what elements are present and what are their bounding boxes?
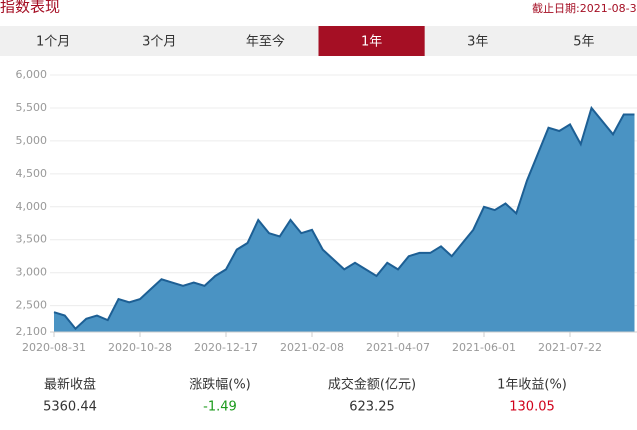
tab[interactable]: 3年 <box>467 35 488 50</box>
tab[interactable]: 年至今 <box>246 34 285 50</box>
tab[interactable]: 1年 <box>361 35 382 50</box>
section-title: 指数表现 <box>0 0 60 16</box>
x-tick-label: 2021-04-07 <box>366 341 430 354</box>
x-tick-label: 2021-07-22 <box>538 341 602 354</box>
tab[interactable]: 5年 <box>573 35 594 50</box>
area <box>54 107 635 332</box>
y-tick-label: 4,500 <box>16 167 48 180</box>
x-tick-label: 2020-12-17 <box>194 341 258 354</box>
x-tick-label: 2020-08-31 <box>22 341 86 354</box>
y-tick-label: 5,000 <box>16 134 48 147</box>
tab-active-bg <box>318 26 425 56</box>
stat-value: -1.49 <box>203 400 237 415</box>
tab[interactable]: 3个月 <box>142 35 176 50</box>
stat-label: 涨跌幅(%) <box>189 377 251 393</box>
y-tick-label: 3,500 <box>16 233 48 246</box>
y-tick-label: 4,000 <box>16 200 48 213</box>
x-tick-label: 2021-06-01 <box>452 341 516 354</box>
y-tick-label: 2,500 <box>16 299 48 312</box>
x-tick-label: 2020-10-28 <box>108 341 172 354</box>
x-tick-label: 2021-02-08 <box>280 341 344 354</box>
tab[interactable]: 1个月 <box>36 35 70 50</box>
stat-value: 5360.44 <box>43 400 97 415</box>
stat-label: 成交金额(亿元) <box>328 377 416 393</box>
stat-value: 623.25 <box>349 400 395 415</box>
y-tick-label: 3,000 <box>16 266 48 279</box>
y-tick-label: 2,100 <box>16 325 48 338</box>
as-of-date: 截止日期:2021-08-3 <box>532 1 637 15</box>
y-tick-label: 6,000 <box>16 68 48 81</box>
stat-label: 最新收盘 <box>44 377 96 393</box>
stat-value: 130.05 <box>509 400 555 415</box>
line <box>53 105 635 331</box>
stat-label: 1年收益(%) <box>497 378 567 393</box>
y-tick-label: 5,500 <box>16 101 48 114</box>
